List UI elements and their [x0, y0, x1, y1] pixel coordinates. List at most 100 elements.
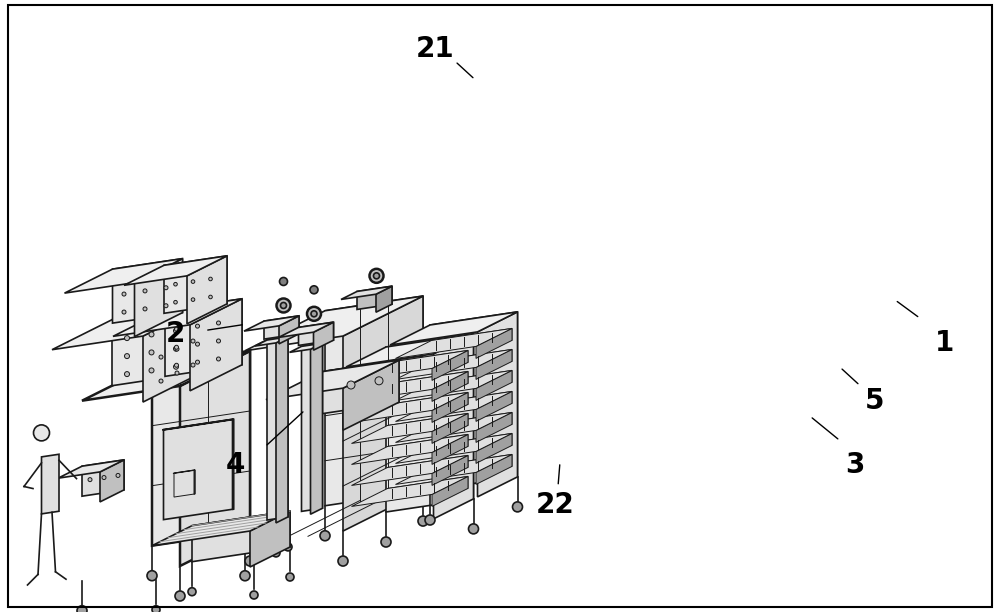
- Polygon shape: [352, 455, 468, 485]
- Polygon shape: [432, 329, 512, 353]
- Circle shape: [124, 371, 130, 376]
- Polygon shape: [352, 392, 468, 422]
- Circle shape: [124, 354, 130, 359]
- Circle shape: [174, 364, 178, 369]
- Circle shape: [209, 277, 212, 281]
- Circle shape: [251, 552, 259, 560]
- Polygon shape: [432, 370, 512, 395]
- Circle shape: [188, 588, 196, 595]
- Polygon shape: [430, 312, 518, 490]
- Polygon shape: [346, 334, 474, 367]
- Polygon shape: [432, 351, 468, 381]
- Polygon shape: [432, 435, 468, 465]
- Circle shape: [175, 345, 178, 349]
- Circle shape: [149, 332, 154, 337]
- Polygon shape: [298, 322, 334, 345]
- Polygon shape: [152, 351, 250, 546]
- Circle shape: [263, 546, 271, 554]
- Polygon shape: [432, 433, 512, 458]
- Polygon shape: [396, 454, 512, 485]
- Polygon shape: [343, 360, 399, 430]
- Polygon shape: [325, 296, 423, 506]
- Text: 5: 5: [865, 387, 885, 415]
- Polygon shape: [432, 392, 468, 422]
- Polygon shape: [388, 351, 468, 375]
- Polygon shape: [432, 413, 468, 444]
- Polygon shape: [352, 371, 468, 401]
- Circle shape: [196, 324, 200, 328]
- Polygon shape: [352, 413, 468, 444]
- Polygon shape: [476, 392, 512, 422]
- Polygon shape: [266, 360, 399, 400]
- Circle shape: [191, 339, 195, 343]
- Polygon shape: [162, 419, 234, 430]
- Circle shape: [276, 299, 290, 313]
- Polygon shape: [396, 329, 512, 359]
- Text: 2: 2: [165, 319, 185, 348]
- Circle shape: [174, 346, 178, 351]
- Circle shape: [381, 537, 391, 547]
- Circle shape: [512, 502, 522, 512]
- Circle shape: [240, 571, 250, 581]
- Polygon shape: [388, 392, 468, 417]
- Circle shape: [34, 425, 50, 441]
- Polygon shape: [164, 419, 234, 520]
- Circle shape: [175, 591, 185, 601]
- Text: 21: 21: [416, 35, 454, 63]
- Polygon shape: [245, 296, 423, 351]
- Circle shape: [418, 516, 428, 526]
- Polygon shape: [476, 433, 512, 463]
- Circle shape: [196, 360, 200, 364]
- Polygon shape: [352, 351, 468, 381]
- Polygon shape: [476, 412, 512, 442]
- Polygon shape: [82, 460, 124, 496]
- Polygon shape: [386, 334, 474, 512]
- Polygon shape: [278, 322, 334, 337]
- Circle shape: [174, 282, 177, 286]
- Polygon shape: [388, 413, 468, 438]
- Circle shape: [286, 573, 294, 581]
- Polygon shape: [396, 392, 512, 422]
- Circle shape: [320, 531, 330, 541]
- Polygon shape: [52, 306, 203, 349]
- Polygon shape: [190, 299, 242, 391]
- Circle shape: [272, 549, 280, 557]
- Circle shape: [280, 277, 288, 285]
- Polygon shape: [264, 316, 299, 339]
- Circle shape: [468, 524, 479, 534]
- Polygon shape: [276, 337, 288, 523]
- Polygon shape: [244, 316, 299, 331]
- Circle shape: [149, 368, 154, 373]
- Polygon shape: [192, 511, 290, 562]
- Polygon shape: [432, 454, 512, 479]
- Polygon shape: [112, 259, 182, 323]
- Polygon shape: [476, 349, 512, 379]
- Polygon shape: [310, 343, 322, 514]
- Polygon shape: [388, 371, 468, 395]
- Circle shape: [338, 556, 348, 566]
- Circle shape: [280, 302, 287, 308]
- Circle shape: [425, 515, 435, 525]
- Circle shape: [245, 556, 255, 566]
- Polygon shape: [279, 316, 299, 344]
- Polygon shape: [113, 299, 242, 337]
- Polygon shape: [432, 476, 468, 506]
- Polygon shape: [396, 370, 512, 400]
- Circle shape: [152, 606, 160, 612]
- Polygon shape: [290, 343, 322, 353]
- Circle shape: [250, 591, 258, 599]
- Circle shape: [88, 477, 92, 482]
- Circle shape: [147, 571, 157, 581]
- Circle shape: [216, 357, 220, 361]
- Circle shape: [143, 289, 147, 293]
- Circle shape: [159, 355, 163, 359]
- Circle shape: [374, 273, 380, 279]
- Polygon shape: [255, 337, 288, 346]
- Text: 1: 1: [935, 329, 955, 357]
- Polygon shape: [124, 256, 227, 285]
- Polygon shape: [352, 476, 468, 507]
- Polygon shape: [250, 511, 290, 567]
- Circle shape: [124, 335, 130, 341]
- Circle shape: [191, 298, 195, 301]
- Polygon shape: [478, 312, 518, 497]
